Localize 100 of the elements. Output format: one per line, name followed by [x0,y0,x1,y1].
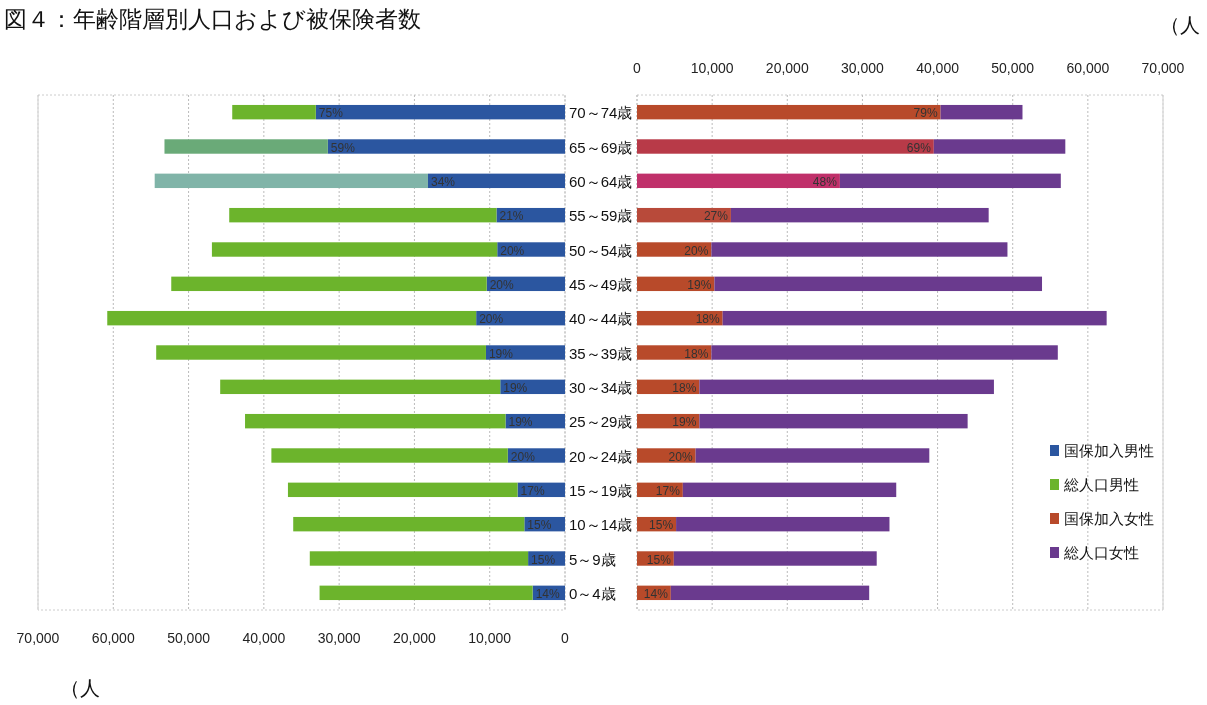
text: （人 [1160,13,1200,37]
bar [637,139,934,154]
annotation: 19% [503,380,528,395]
bar [711,345,1058,360]
y-tick-label: 65～69歳 [569,138,633,156]
x-tick-label: 40,000 [916,60,960,76]
bar [315,104,565,120]
annotation: 15% [646,552,672,567]
annotation: 19% [488,346,514,361]
legend-label: 国保加入女性 [1064,510,1154,527]
annotation: 18% [684,346,709,361]
bar [714,276,1043,292]
x-tick-label: 50,000 [991,60,1035,76]
bar [682,482,897,498]
bar [699,413,968,429]
x-tick-label: 60,000 [91,630,135,646]
annotation: 20% [668,449,693,464]
bar [711,242,1008,257]
bar [673,551,877,566]
bar [327,139,565,154]
annotation: 48% [812,174,838,189]
bar [319,585,533,601]
x-tick-label: 70,000 [1141,60,1185,76]
bar [293,516,525,532]
x-tick-label: 70,000 [16,630,60,646]
bar [695,448,930,463]
annotation: 20% [684,243,709,258]
annotation: 17% [520,483,545,498]
annotation: 79% [913,106,938,121]
x-tick-label: 30,000 [317,630,361,646]
annotation: 19% [672,415,697,430]
annotation: 20% [479,312,504,327]
bar [637,173,840,189]
y-tick-label: 55～59歳 [569,207,633,225]
bar [497,242,565,257]
bar [637,345,712,360]
x-tick-label: 60,000 [1066,60,1110,76]
annotation: 17% [655,483,681,498]
y-tick-label: 10～14歳 [569,516,633,534]
text: （人 [60,676,100,700]
y-tick-label: 60～64歳 [569,172,633,190]
annotation: 19% [508,415,533,430]
bar [676,516,890,532]
bar [699,379,994,395]
annotation: 69% [906,140,932,155]
legend-label: 国保加入男性 [1064,442,1154,459]
annotation: 15% [527,518,552,533]
annotation: 75% [318,106,344,121]
annotation: 59% [330,140,356,155]
legend-label: 総人口女性 [1063,544,1139,561]
annotation: 18% [672,380,697,395]
bar [485,345,565,360]
x-tick-label: 0 [561,630,570,646]
bar [211,242,498,257]
x-tick-label: 10,000 [690,60,734,76]
y-tick-label: 50～54歳 [569,241,633,259]
annotation: 27% [703,209,729,224]
y-tick-label: 30～34歳 [569,378,633,396]
bar [245,413,506,429]
bar [839,173,1061,189]
bar [309,551,529,566]
bar [164,139,328,154]
bar [637,104,941,120]
bar [154,173,428,189]
y-tick-label: 25～29歳 [569,413,633,431]
annotation: 20% [489,277,515,292]
x-tick-label: 30,000 [841,60,885,76]
bar [171,276,487,292]
y-tick-label: 35～39歳 [569,344,633,362]
bar [670,585,870,601]
annotation: 34% [430,174,456,189]
y-tick-label: 20～24歳 [569,447,633,465]
bar [933,139,1066,154]
y-tick-label: 5～9歳 [569,550,616,568]
annotation: 15% [531,552,556,567]
x-tick-label: 20,000 [765,60,809,76]
bar [271,448,508,463]
bar [427,173,565,189]
x-tick-label: 10,000 [468,630,512,646]
legend-label: 総人口男性 [1063,476,1139,493]
annotation: 14% [643,586,669,601]
y-tick-label: 0～4歳 [569,584,616,602]
x-tick-label: 0 [633,60,642,76]
y-tick-label: 40～44歳 [569,310,633,328]
annotation: 20% [500,243,525,258]
bar [232,104,316,120]
x-tick-label: 50,000 [167,630,211,646]
bar [722,310,1107,326]
bar [107,310,477,326]
annotation: 21% [499,209,524,224]
chart-title: 図４：年齢階層別人口および被保険者数 [4,6,421,32]
x-tick-label: 20,000 [393,630,437,646]
y-tick-label: 70～74歳 [569,104,633,122]
bar [220,379,501,395]
annotation: 15% [649,518,674,533]
bar [940,104,1023,120]
annotation: 18% [695,312,720,327]
bar [730,207,989,223]
annotation: 14% [535,586,560,601]
annotation: 20% [510,449,536,464]
